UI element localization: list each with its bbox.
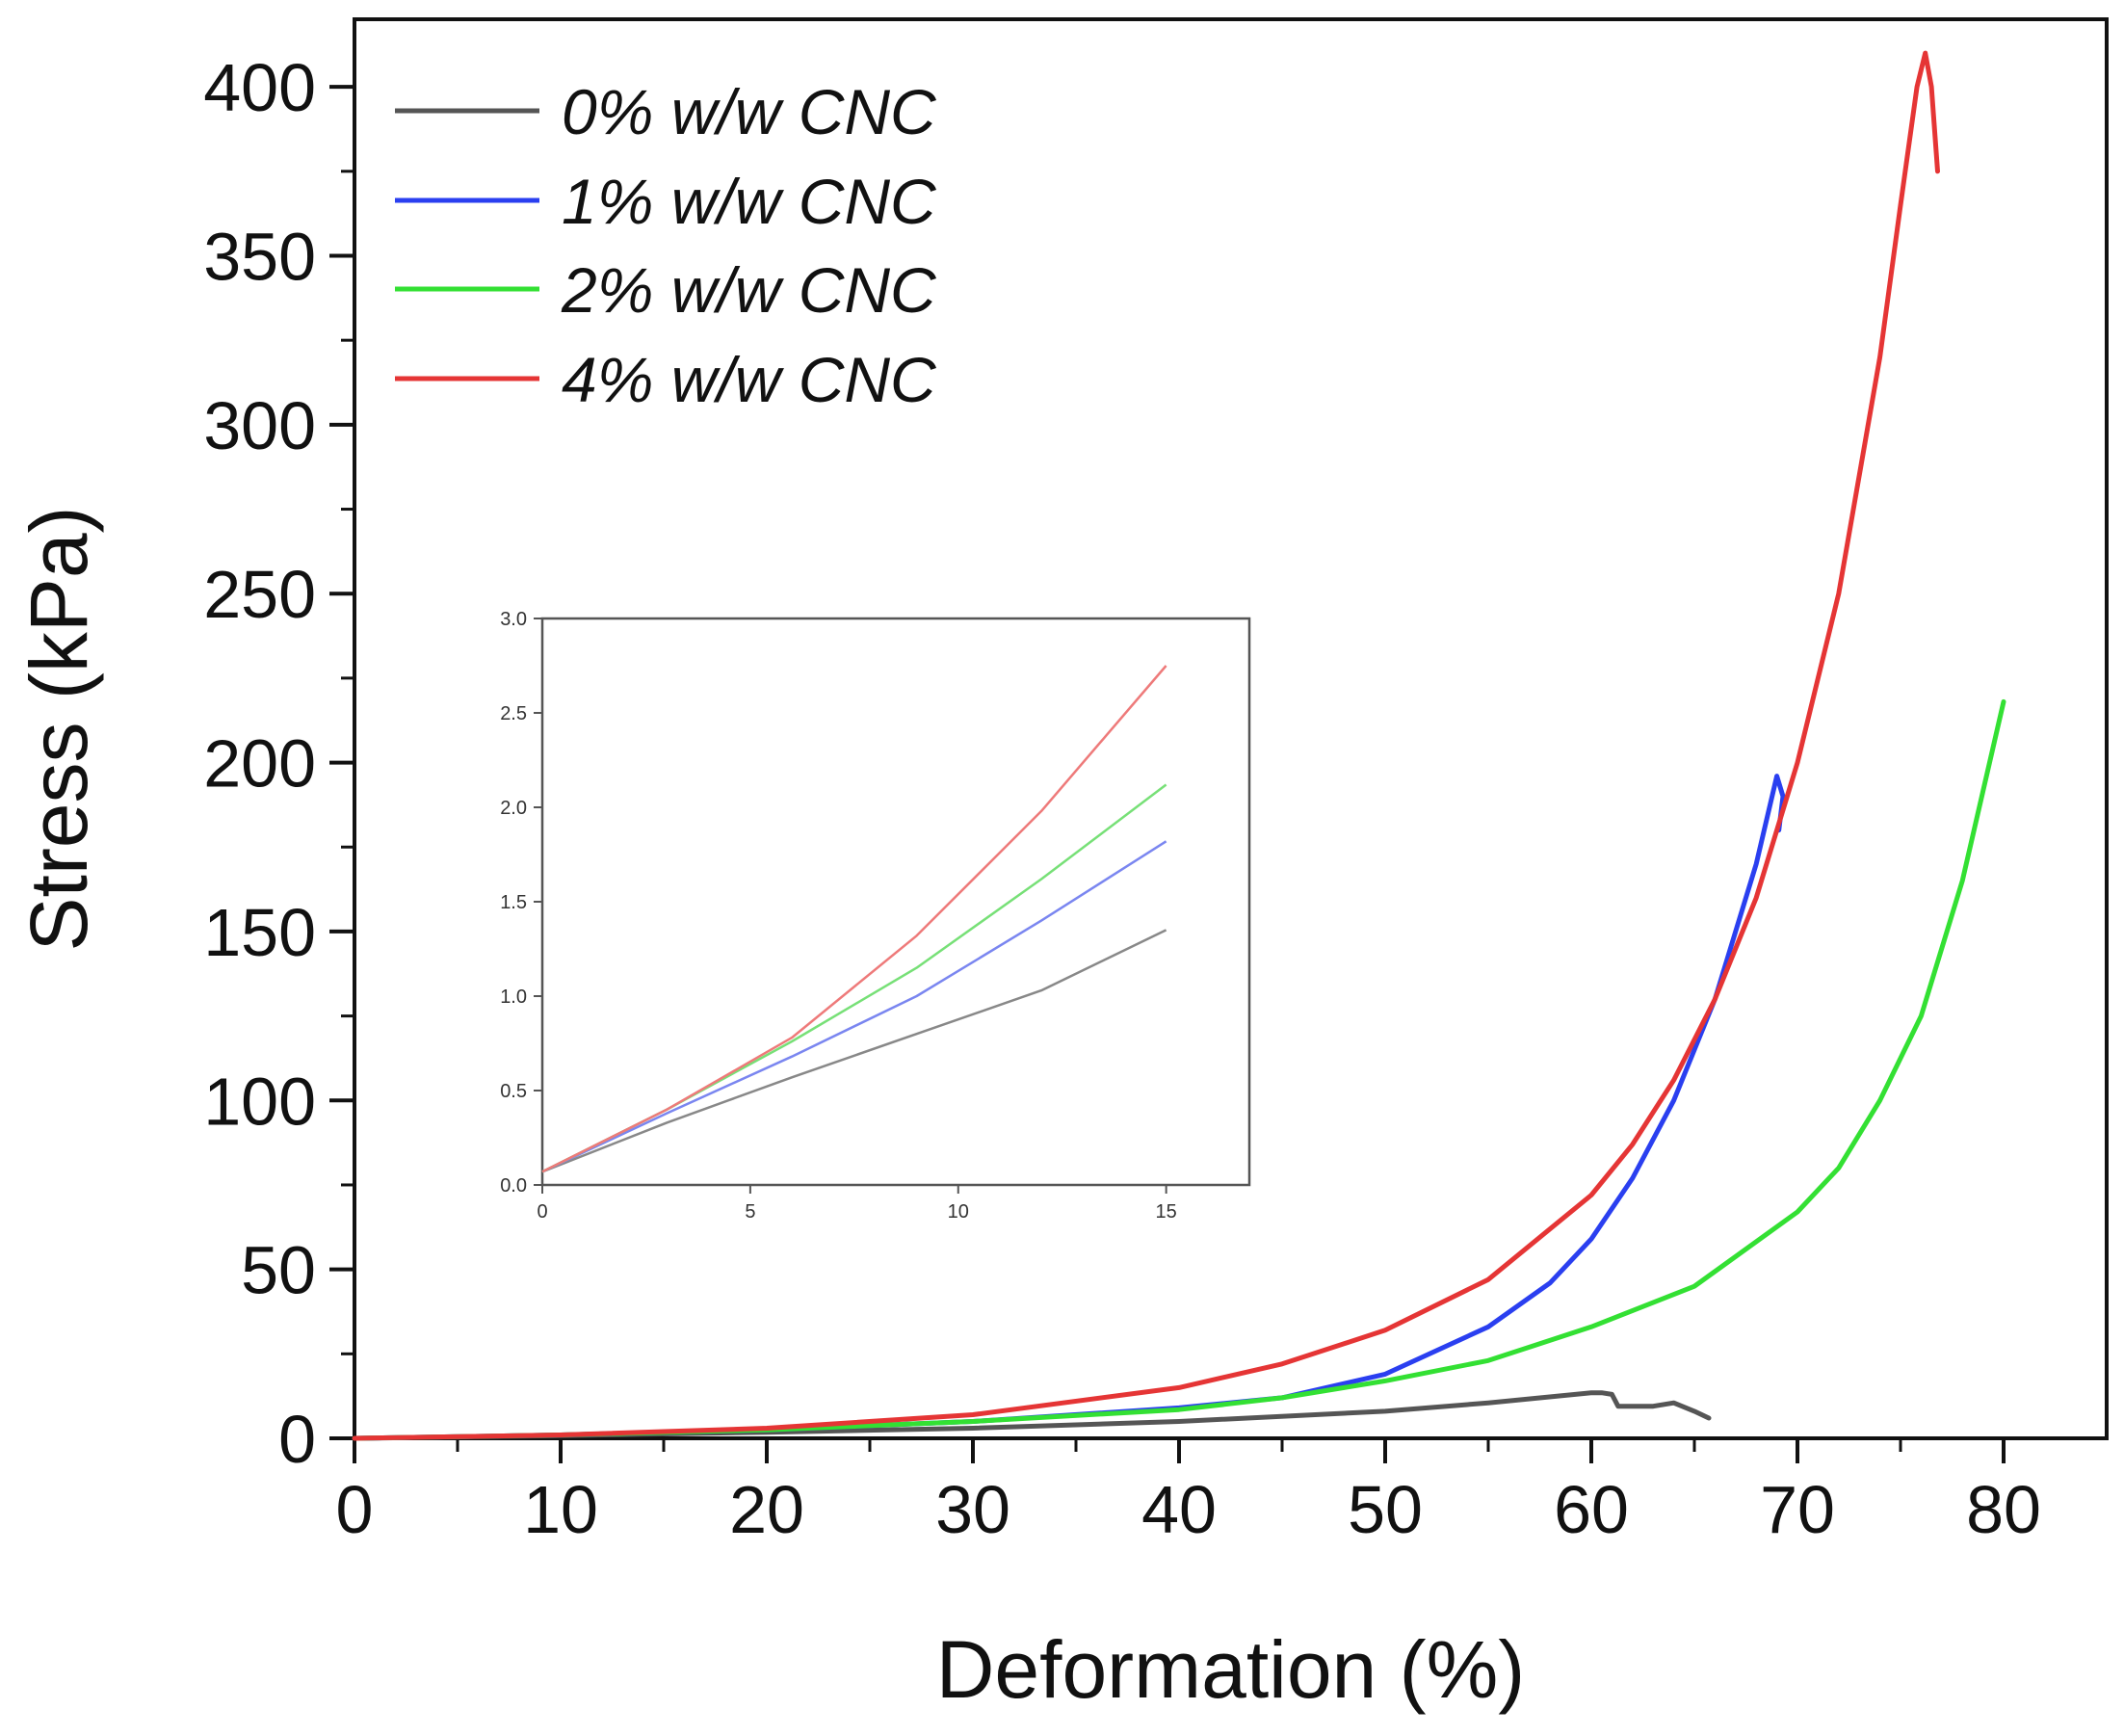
x-tick-label-0: 0 — [336, 1472, 374, 1547]
inset-series-line-0-w-w-cnc — [541, 929, 1167, 1173]
x-tick-label-60: 60 — [1554, 1472, 1629, 1547]
legend-label-4-w-w-cnc: 4% w/w CNC — [562, 344, 937, 415]
y-axis-title: Stress (kPa) — [13, 506, 104, 951]
x-tick-label-20: 20 — [729, 1472, 804, 1547]
main-plot: 0 10 20 30 40 50 60 70 8005010015020025030035040… — [13, 17, 2109, 1715]
inset-series-line-4-w-w-cnc — [541, 665, 1167, 1173]
x-tick-label-30: 30 — [935, 1472, 1010, 1547]
y-tick-label-350: 350 — [203, 220, 316, 295]
y-tick-label-50: 50 — [241, 1233, 316, 1308]
inset-y-tick-label-1: 0.5 — [500, 1081, 527, 1102]
series-line-4-w-w-cnc — [352, 50, 1940, 1441]
inset-y-tick-label-6: 3.0 — [500, 609, 527, 630]
legend-label-0-w-w-cnc: 0% w/w CNC — [562, 76, 937, 147]
inset-x-tick-label-5: 5 — [745, 1201, 755, 1223]
y-tick-label-0: 0 — [278, 1402, 316, 1477]
y-tick-label-150: 150 — [203, 895, 316, 970]
inset-plot-frame — [540, 617, 1251, 1187]
x-axis-title: Deformation (%) — [936, 1624, 1526, 1715]
inset-x-tick-label-0: 0 — [537, 1201, 547, 1223]
inset-y-tick-label-0: 0.0 — [500, 1175, 527, 1197]
inset-x-tick-label-15: 15 — [1156, 1201, 1177, 1223]
x-tick-label-80: 80 — [1966, 1472, 2041, 1547]
y-tick-label-300: 300 — [203, 388, 316, 463]
legend-label-2-w-w-cnc: 2% w/w CNC — [561, 254, 937, 326]
inset-x-tick-label-10: 10 — [948, 1201, 969, 1223]
x-tick-label-40: 40 — [1141, 1472, 1217, 1547]
legend: 0% w/w CNC 1% w/w CNC 2% w/w CNC 4% w/w CNC — [395, 76, 937, 415]
y-tick-label-250: 250 — [203, 557, 316, 632]
series-line-2-w-w-cnc — [352, 698, 2006, 1441]
y-tick-label-200: 200 — [203, 726, 316, 802]
inset-y-tick-label-4: 2.0 — [500, 798, 527, 819]
x-tick-label-10: 10 — [523, 1472, 598, 1547]
main-plot-frame — [353, 17, 2109, 1440]
y-tick-label-400: 400 — [203, 50, 316, 125]
series-line-0-w-w-cnc — [352, 1390, 1712, 1441]
inset-y-tick-label-3: 1.5 — [500, 892, 527, 913]
inset-y-tick-label-2: 1.0 — [500, 986, 527, 1008]
x-tick-label-50: 50 — [1348, 1472, 1423, 1547]
inset-y-tick-label-5: 2.5 — [500, 703, 527, 724]
y-tick-label-100: 100 — [203, 1064, 316, 1139]
x-tick-label-70: 70 — [1760, 1472, 1835, 1547]
legend-label-1-w-w-cnc: 1% w/w CNC — [562, 166, 937, 237]
inset-plot: 0 5 10 15 0.0 0.5 1.0 1.5 2.0 2.5 3.0 — [500, 609, 1251, 1223]
inset-series-line-1-w-w-cnc — [541, 840, 1167, 1173]
